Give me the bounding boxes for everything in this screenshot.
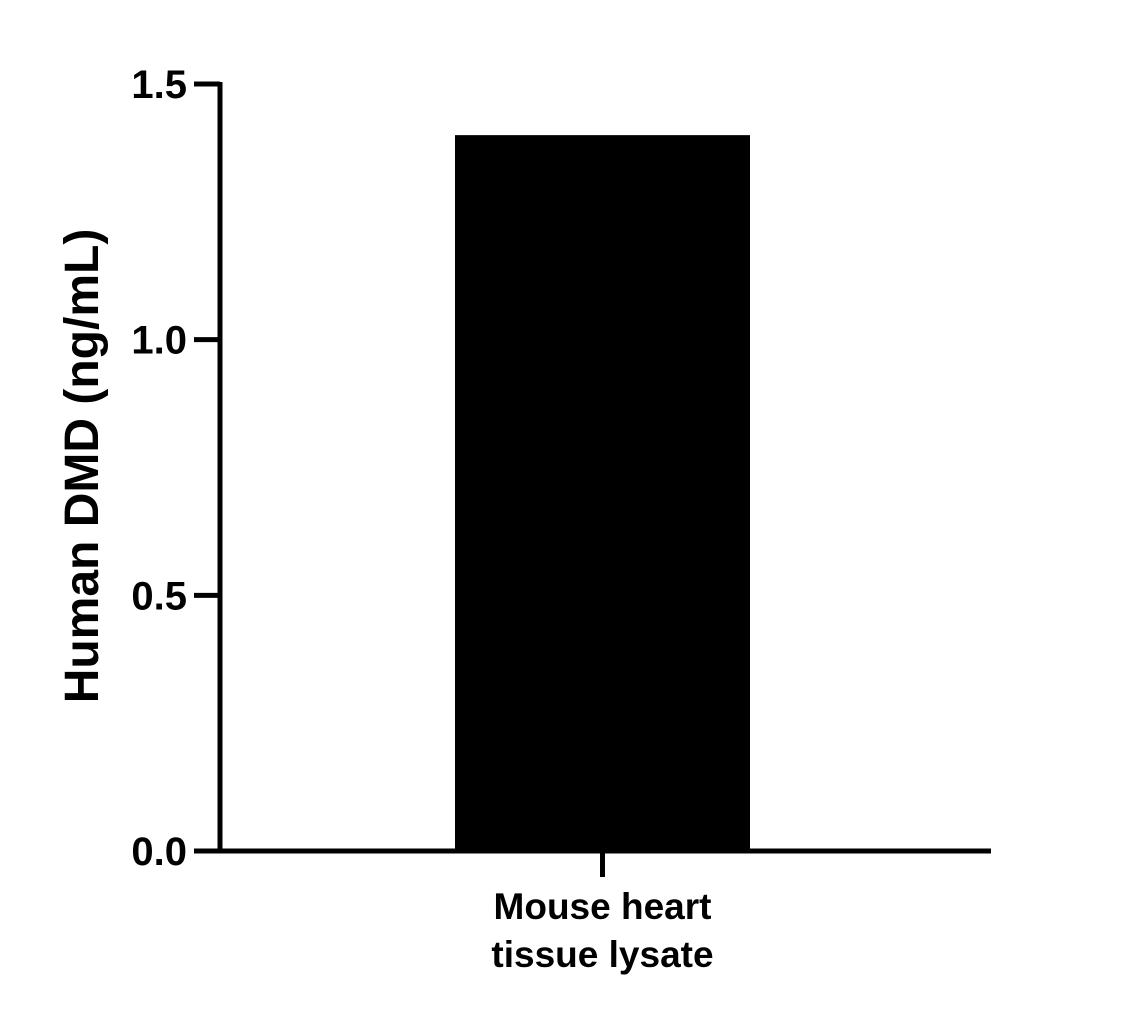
x-ticks-group: Mouse heart tissue lysate xyxy=(491,851,714,975)
bar xyxy=(455,135,750,852)
x-category-label: Mouse heart xyxy=(494,886,712,927)
bars-group xyxy=(455,135,750,852)
y-tick-label: 1.5 xyxy=(131,63,187,107)
y-tick-label: 0.5 xyxy=(131,574,187,618)
y-ticks-group: 0.0 0.5 1.0 1.5 xyxy=(131,63,220,874)
x-category-label: tissue lysate xyxy=(491,934,713,975)
y-tick-label: 0.0 xyxy=(131,830,187,874)
y-axis-title: Human DMD (ng/mL) xyxy=(56,229,109,704)
y-tick-label: 1.0 xyxy=(131,319,187,363)
